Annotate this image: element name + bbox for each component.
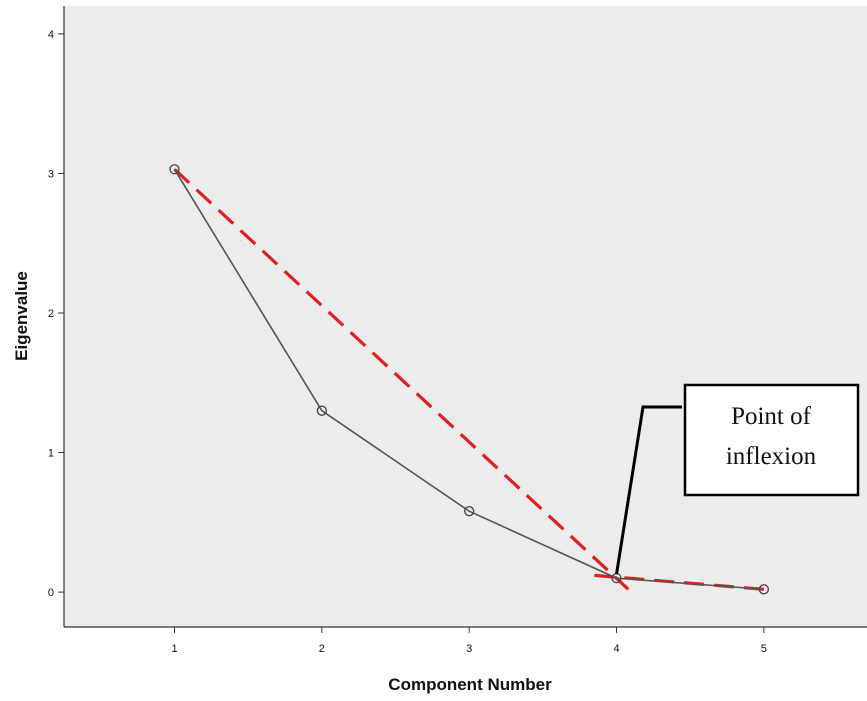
series-layer [169, 164, 770, 595]
plot-area [64, 6, 867, 627]
series-line [173, 168, 764, 591]
y-tick-label: 0 [48, 587, 54, 599]
x-tick-label: 4 [613, 643, 619, 655]
reference-lines [173, 168, 764, 591]
data-point [464, 506, 475, 517]
x-axis-title: Component Number [388, 675, 552, 694]
y-tick-label: 1 [48, 448, 54, 460]
y-tick-label: 4 [48, 29, 54, 41]
annotation: Point of inflexion [615, 383, 860, 575]
data-point [758, 584, 770, 595]
annotation-text-line: inflexion [726, 443, 817, 470]
data-point [169, 164, 180, 175]
x-tick-label: 5 [761, 643, 767, 655]
y-tick-label: 2 [48, 308, 54, 320]
annotation-box [683, 383, 860, 497]
x-tick-label: 2 [319, 643, 325, 655]
axes: 0 1 2 3 4 1 2 3 4 5 [48, 6, 867, 655]
y-axis-title: Eigenvalue [12, 271, 31, 361]
reference-line-1 [173, 168, 630, 591]
x-tick-label: 3 [466, 643, 472, 655]
y-tick-label: 3 [48, 168, 54, 180]
data-point [316, 405, 327, 416]
annotation-pointer [615, 405, 682, 575]
x-tick-label: 1 [171, 643, 177, 655]
annotation-text-line: Point of [731, 403, 812, 430]
